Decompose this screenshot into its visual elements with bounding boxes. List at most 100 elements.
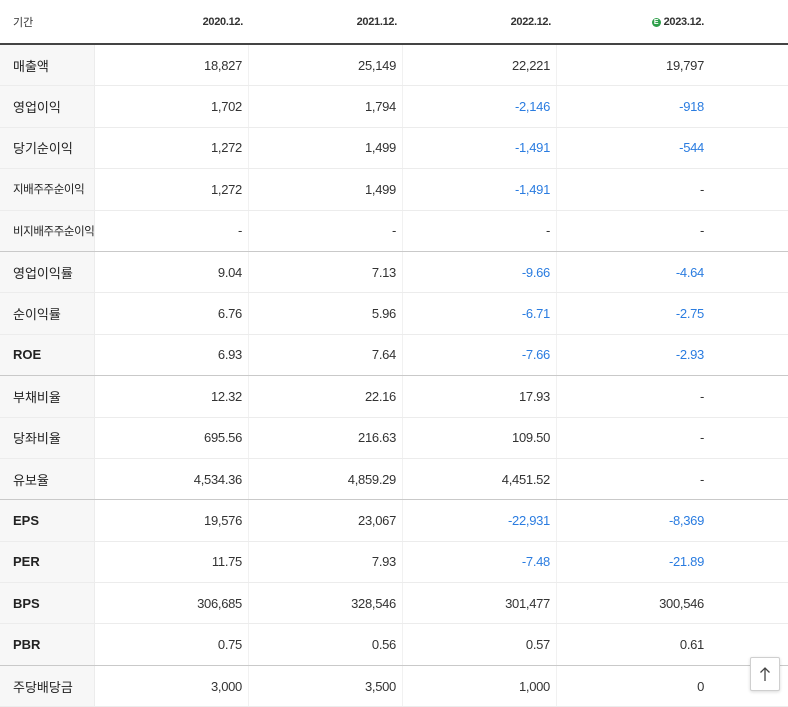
cell: - xyxy=(403,210,557,251)
table-row: PER 11.75 7.93 -7.48 -21.89 xyxy=(0,541,788,584)
cell: -6.71 xyxy=(403,293,557,334)
cell: 22,221 xyxy=(403,45,557,86)
row-label: 부채비율 xyxy=(0,376,95,417)
table-row: 지배주주순이익 1,272 1,499 -1,491 - xyxy=(0,169,788,211)
cell: -1,491 xyxy=(403,169,557,210)
cell: 9.04 xyxy=(95,251,249,293)
row-label: 비지배주주순이익 xyxy=(0,210,95,251)
row-label: ROE xyxy=(0,334,95,376)
cell: 1,272 xyxy=(95,169,249,210)
table-row: 영업이익률 9.04 7.13 -9.66 -4.64 xyxy=(0,251,788,294)
period-2023: E 2023.12. xyxy=(557,16,710,28)
cell: 7.64 xyxy=(249,334,403,376)
cell: - xyxy=(699,430,704,446)
cell: 6.76 xyxy=(95,293,249,334)
row-label: 주당배당금 xyxy=(0,665,95,707)
cell: 4,859.29 xyxy=(249,458,403,500)
table-row: 유보율 4,534.36 4,859.29 4,451.52 - xyxy=(0,458,788,501)
estimate-badge-icon: E xyxy=(651,17,661,27)
cell: 0.75 xyxy=(95,624,249,665)
row-label: 매출액 xyxy=(0,45,95,86)
row-label: PBR xyxy=(0,624,95,665)
table-row: BPS 306,685 328,546 301,477 300,546 xyxy=(0,583,788,625)
table-row: PBR 0.75 0.56 0.57 0.61 xyxy=(0,624,788,666)
cell: 23,067 xyxy=(249,500,403,541)
cell: 695.56 xyxy=(95,417,249,458)
row-label: BPS xyxy=(0,583,95,624)
period-2020: 2020.12. xyxy=(202,15,244,28)
cell: 216.63 xyxy=(249,417,403,458)
table-row: 주당배당금 3,000 3,500 1,000 0 xyxy=(0,665,788,707)
cell: 300,546 xyxy=(659,595,704,611)
table-header: 기간 2020.12. 2021.12. 2022.12. E 2023.12. xyxy=(0,0,788,45)
cell: 0.56 xyxy=(249,624,403,665)
cell: -918 xyxy=(679,99,704,115)
period-2023-label: 2023.12. xyxy=(663,15,705,28)
row-label: PER xyxy=(0,541,95,583)
cell: -1,491 xyxy=(403,127,557,169)
cell: 1,000 xyxy=(403,665,557,707)
cell: 19,576 xyxy=(95,500,249,541)
table-row: 당기순이익 1,272 1,499 -1,491 -544 xyxy=(0,127,788,170)
arrow-up-icon xyxy=(760,667,770,681)
row-label: 유보율 xyxy=(0,458,95,500)
cell: -2.93 xyxy=(675,347,704,363)
cell: 1,702 xyxy=(95,86,249,127)
cell: -9.66 xyxy=(403,251,557,293)
row-label: 영업이익률 xyxy=(0,251,95,293)
cell: - xyxy=(699,181,704,197)
cell: 4,451.52 xyxy=(403,458,557,500)
cell: -7.48 xyxy=(403,541,557,583)
table-row: 비지배주주순이익 - - - - xyxy=(0,210,788,252)
table-row: 순이익률 6.76 5.96 -6.71 -2.75 xyxy=(0,293,788,335)
scroll-to-top-button[interactable] xyxy=(750,657,780,691)
cell: 17.93 xyxy=(403,376,557,417)
cell: -4.64 xyxy=(675,264,704,280)
cell: -2.75 xyxy=(675,306,704,322)
cell: 12.32 xyxy=(95,376,249,417)
table-row: 당좌비율 695.56 216.63 109.50 - xyxy=(0,417,788,459)
cell: -2,146 xyxy=(403,86,557,127)
cell: 22.16 xyxy=(249,376,403,417)
cell: 3,000 xyxy=(95,665,249,707)
cell: 19,797 xyxy=(666,57,704,73)
cell: 7.93 xyxy=(249,541,403,583)
cell: 0.57 xyxy=(403,624,557,665)
table-row: 영업이익 1,702 1,794 -2,146 -918 xyxy=(0,86,788,128)
cell: - xyxy=(699,223,704,239)
cell: 3,500 xyxy=(249,665,403,707)
cell: 306,685 xyxy=(95,583,249,624)
cell: - xyxy=(95,210,249,251)
cell: 6.93 xyxy=(95,334,249,376)
table-row: EPS 19,576 23,067 -22,931 -8,369 xyxy=(0,500,788,542)
cell: - xyxy=(699,388,704,404)
cell: 11.75 xyxy=(95,541,249,583)
period-label: 기간 xyxy=(13,16,34,29)
cell: 1,499 xyxy=(249,169,403,210)
cell: - xyxy=(249,210,403,251)
row-label: EPS xyxy=(0,500,95,541)
cell: 109.50 xyxy=(403,417,557,458)
cell: 1,272 xyxy=(95,127,249,169)
cell: 1,794 xyxy=(249,86,403,127)
cell: 0.61 xyxy=(679,637,704,653)
cell: 328,546 xyxy=(249,583,403,624)
period-2021: 2021.12. xyxy=(356,15,398,28)
cell: - xyxy=(699,471,704,487)
table-row: 매출액 18,827 25,149 22,221 19,797 xyxy=(0,45,788,87)
cell: 301,477 xyxy=(403,583,557,624)
row-label: 당좌비율 xyxy=(0,417,95,458)
cell: -8,369 xyxy=(668,512,704,528)
cell: -21.89 xyxy=(668,554,704,570)
cell: -22,931 xyxy=(403,500,557,541)
table-row: ROE 6.93 7.64 -7.66 -2.93 xyxy=(0,334,788,377)
cell: 18,827 xyxy=(95,45,249,86)
period-2022: 2022.12. xyxy=(510,15,552,28)
row-label: 영업이익 xyxy=(0,86,95,127)
cell: -544 xyxy=(679,140,704,156)
cell: 0 xyxy=(697,678,704,694)
table-row: 부채비율 12.32 22.16 17.93 - xyxy=(0,376,788,418)
cell: 4,534.36 xyxy=(95,458,249,500)
cell: 7.13 xyxy=(249,251,403,293)
